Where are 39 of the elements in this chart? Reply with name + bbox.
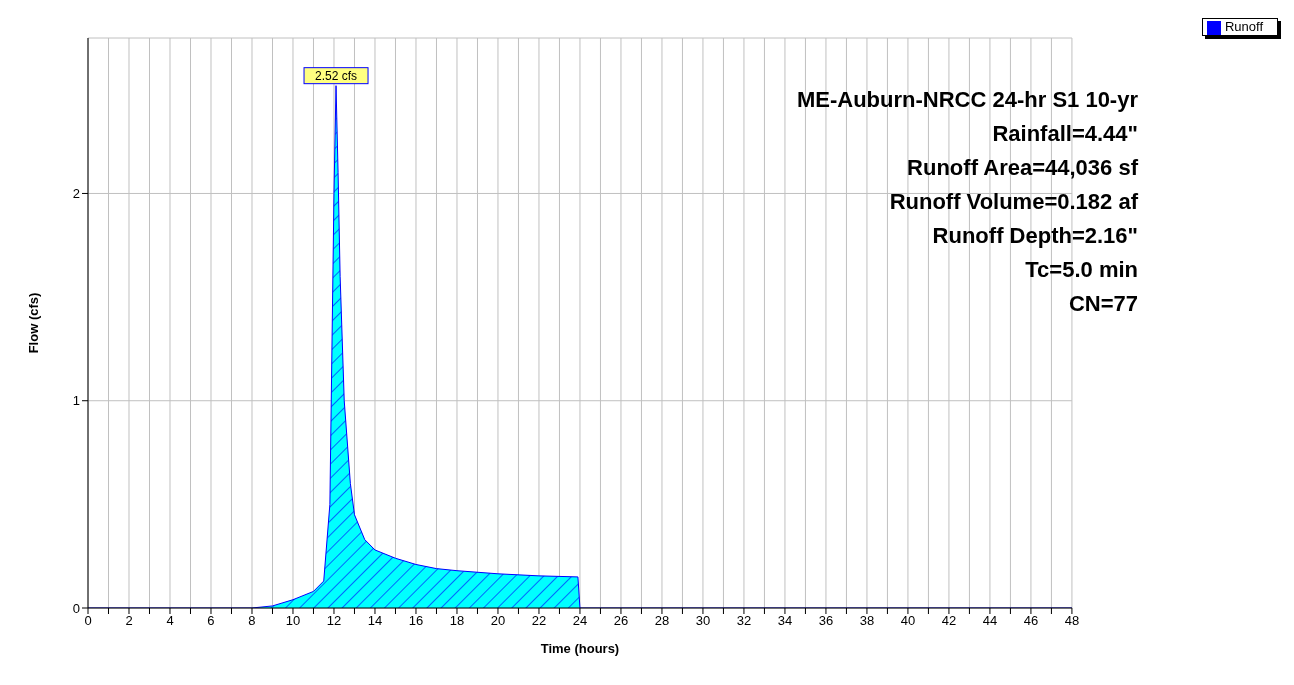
x-tick-label: 6 (207, 613, 215, 629)
annotation: 2.52 cfs (315, 68, 358, 83)
x-tick-label: 4 (166, 613, 174, 629)
x-tick-label: 10 (285, 613, 301, 629)
x-tick-label: 24 (572, 613, 588, 629)
x-tick-label: 34 (777, 613, 793, 629)
x-tick-label: 16 (408, 613, 424, 629)
x-tick-label: 46 (1023, 613, 1039, 629)
x-tick-label: 22 (531, 613, 547, 629)
x-tick-label: 48 (1064, 613, 1080, 629)
x-tick-label: 36 (818, 613, 834, 629)
x-tick-label: 44 (982, 613, 998, 629)
x-tick-label: 2 (125, 613, 133, 629)
y-axis-title: Flow (cfs) (25, 292, 41, 354)
annotation: Tc=5.0 min (1024, 256, 1138, 284)
annotation: CN=77 (1067, 290, 1138, 318)
annotation: ME-Auburn-NRCC 24-hr S1 10-yr (796, 86, 1138, 114)
x-axis-title: Time (hours) (540, 641, 620, 656)
x-tick-label: 38 (859, 613, 875, 629)
annotation: Rainfall=4.44" (991, 120, 1138, 148)
annotation: Runoff Depth=2.16" (931, 222, 1138, 250)
x-tick-label: 12 (326, 613, 342, 629)
x-tick-label: 0 (84, 613, 92, 629)
x-tick-label: 14 (367, 613, 383, 629)
x-tick-label: 8 (248, 613, 256, 629)
annotation: Runoff Area=44,036 sf (906, 154, 1138, 182)
x-tick-label: 26 (613, 613, 629, 629)
legend-label: Runoff (1224, 19, 1263, 34)
x-tick-label: 30 (695, 613, 711, 629)
x-tick-label: 40 (900, 613, 916, 629)
y-tick-label: 2 (72, 186, 80, 202)
y-tick-label: 0 (72, 600, 80, 616)
y-tick-label: 1 (72, 393, 80, 409)
x-tick-label: 42 (941, 613, 957, 629)
x-tick-label: 32 (736, 613, 752, 629)
x-tick-label: 28 (654, 613, 670, 629)
annotation: Runoff Volume=0.182 af (888, 188, 1138, 216)
x-tick-label: 20 (490, 613, 506, 629)
x-tick-label: 18 (449, 613, 465, 629)
